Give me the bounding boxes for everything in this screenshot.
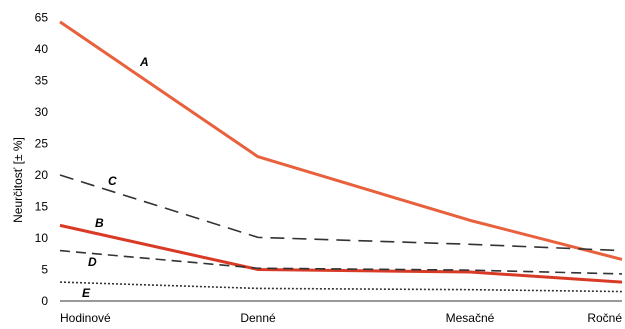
x-tick-label: Ročné	[587, 311, 622, 325]
x-tick-label: Mesačné	[446, 311, 495, 325]
series-labels: A B C D E	[82, 55, 149, 300]
series-line-a	[59, 20, 623, 261]
series-line-d	[59, 249, 623, 275]
y-tick-label: 65	[35, 11, 49, 25]
y-tick-label: 25	[35, 137, 49, 151]
y-axis-label: Neurčitosť [± %]	[11, 137, 25, 223]
series-label-d: D	[88, 255, 97, 269]
y-tick-label: 15	[35, 200, 49, 214]
series-lines	[59, 20, 623, 293]
y-tick-label: 40	[35, 42, 49, 56]
y-tick-label: 20	[35, 168, 49, 182]
y-tick-label: 0	[41, 294, 48, 308]
series-label-c: C	[108, 174, 117, 188]
y-tick-label: 5	[41, 263, 48, 277]
x-axis-ticks: Hodinové Denné Mesačné Ročné	[60, 311, 622, 325]
y-axis-ticks: 05101520253035406545	[35, 11, 49, 309]
series-line-c	[59, 174, 623, 252]
x-tick-label: Denné	[240, 311, 276, 325]
y-tick-label: 30	[35, 105, 49, 119]
series-line-e	[59, 281, 623, 293]
series-label-a: A	[139, 55, 149, 69]
y-tick-label: 10	[35, 231, 49, 245]
y-tick-label: 35	[35, 74, 49, 88]
x-tick-label: Hodinové	[60, 311, 111, 325]
series-label-b: B	[95, 216, 104, 230]
series-label-e: E	[82, 286, 91, 300]
series-line-b	[59, 223, 623, 284]
